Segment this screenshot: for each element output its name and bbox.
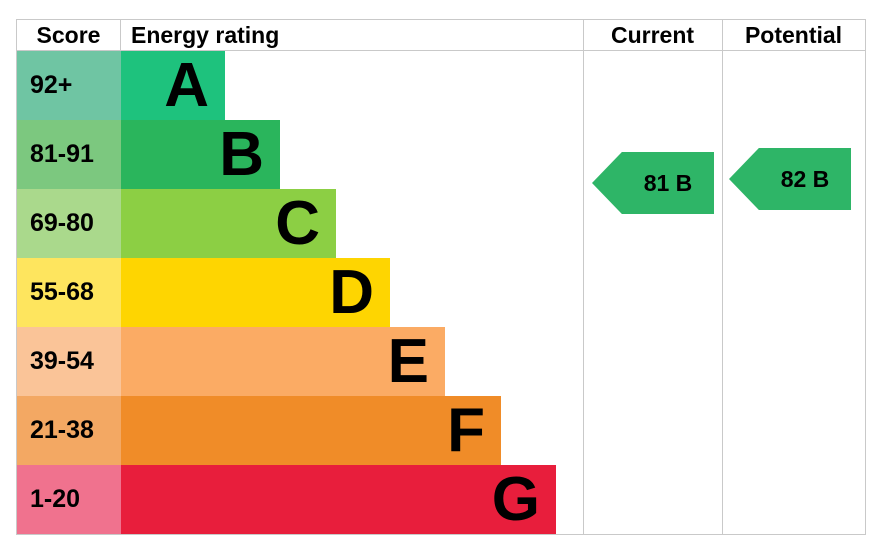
column-divider-current (583, 20, 584, 534)
rating-letter: D (329, 257, 374, 327)
rating-letter: E (387, 326, 429, 396)
score-range-cell: 21-38 (17, 396, 121, 465)
score-header: Score (17, 20, 121, 50)
rating-letter: B (219, 119, 264, 189)
score-range-cell: 81-91 (17, 120, 121, 189)
band-row: 81-91 B (17, 120, 865, 189)
rating-bar: C (121, 189, 336, 258)
band-row: 1-20 G (17, 465, 865, 534)
score-range-cell: 69-80 (17, 189, 121, 258)
potential-rating-arrow: 82 B (729, 148, 851, 210)
rating-letter: F (447, 395, 485, 465)
column-divider-potential (722, 20, 723, 534)
potential-rating-label: 82 B (780, 165, 830, 192)
current-rating-arrow: 81 B (592, 152, 714, 214)
score-range-cell: 55-68 (17, 258, 121, 327)
band-row: 55-68 D (17, 258, 865, 327)
epc-table: Score Energy rating Current Potential 92… (16, 19, 866, 535)
score-range-cell: 1-20 (17, 465, 121, 534)
band-row: 92+ A (17, 51, 865, 120)
score-range-cell: 39-54 (17, 327, 121, 396)
rating-letter: G (491, 464, 540, 534)
rating-bar: A (121, 51, 225, 120)
rating-letter: A (164, 50, 209, 120)
band-row: 21-38 F (17, 396, 865, 465)
rating-bar: B (121, 120, 280, 189)
band-rows: 92+ A 81-91 B 69-80 C 55-68 D 39-54 E 21… (17, 51, 865, 534)
table-header-row: Score Energy rating Current Potential (17, 20, 865, 51)
rating-bar: G (121, 465, 556, 534)
band-row: 69-80 C (17, 189, 865, 258)
score-range-cell: 92+ (17, 51, 121, 120)
current-header: Current (610, 21, 695, 48)
potential-header: Potential (744, 21, 843, 48)
band-row: 39-54 E (17, 327, 865, 396)
current-rating-label: 81 B (643, 169, 693, 196)
rating-bar: D (121, 258, 390, 327)
rating-bar: F (121, 396, 501, 465)
rating-letter: C (275, 188, 320, 258)
rating-bar: E (121, 327, 445, 396)
energy-rating-header: Energy rating (131, 21, 280, 48)
